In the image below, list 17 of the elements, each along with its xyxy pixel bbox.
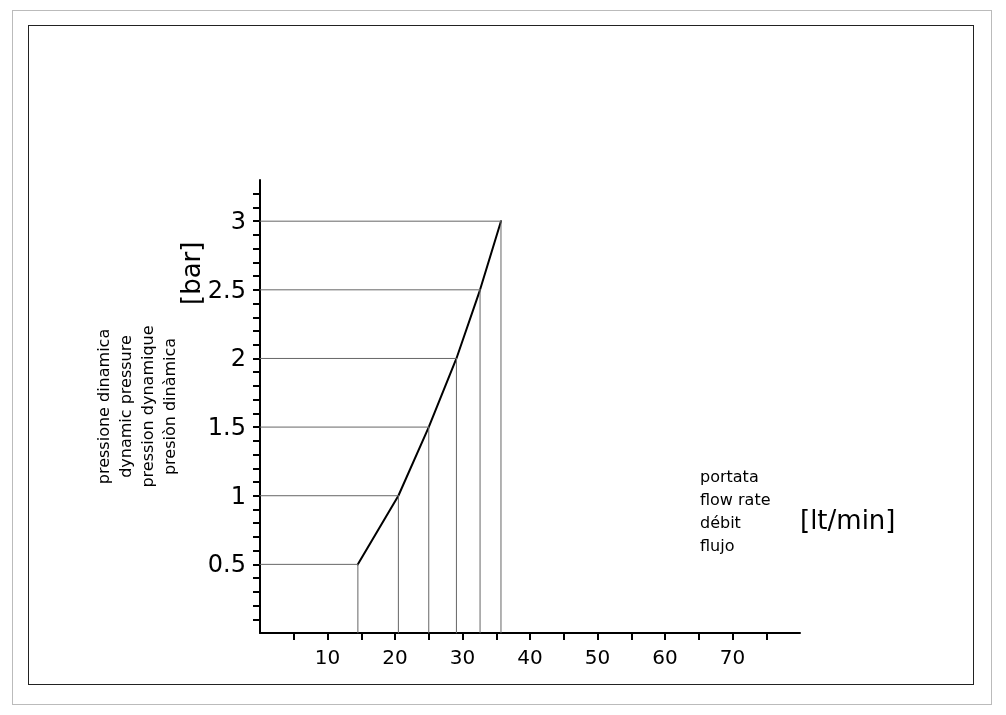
y-tick-label: 3 [230, 207, 246, 236]
y-axis-title: pressione dinamica dynamic pressure pression dynamique presiòn dinàmica [93, 325, 179, 488]
annotation: [lt/min] [800, 505, 896, 535]
x-tick-label: 40 [517, 645, 543, 669]
x-axis-title: portata flow rate débit flujo [700, 467, 771, 555]
y-tick-label: 1.5 [207, 413, 246, 442]
y-tick-label: 2.5 [207, 275, 246, 304]
text: [bar] [176, 241, 206, 305]
y-tick-label: 2 [230, 344, 246, 373]
y-tick-label: 0.5 [207, 550, 246, 579]
x-tick-label: 60 [652, 645, 678, 669]
x-tick-label: 50 [584, 645, 611, 669]
x-tick-label: 10 [314, 645, 341, 669]
x-tick-label: 70 [719, 645, 746, 669]
x-tick-label: 20 [382, 645, 408, 669]
y-tick-label: 1 [230, 481, 246, 510]
x-tick-label: 30 [449, 645, 476, 669]
